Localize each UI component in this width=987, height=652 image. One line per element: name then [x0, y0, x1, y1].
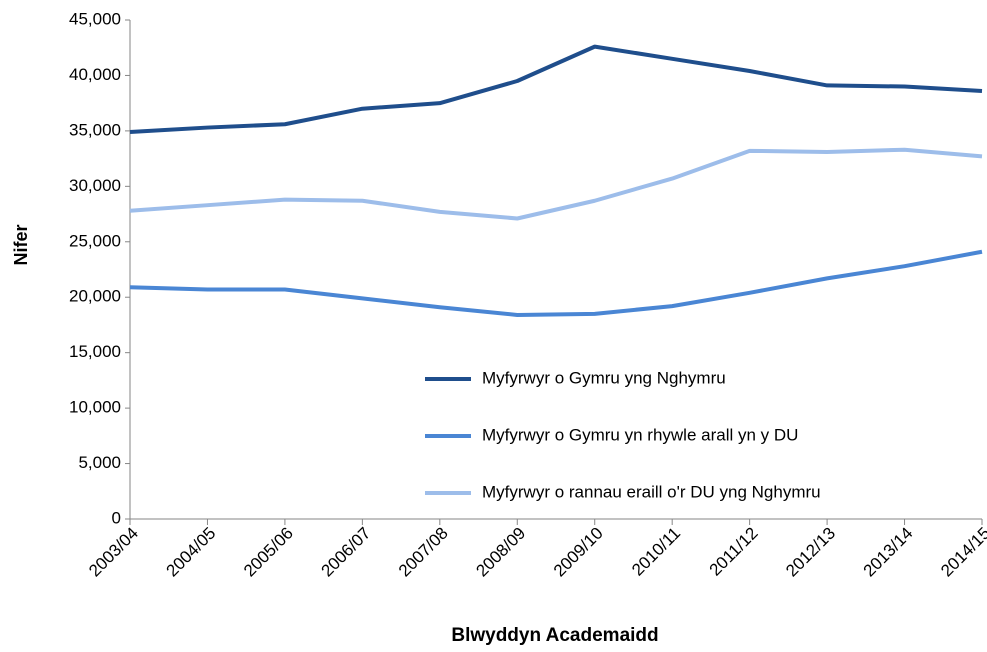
x-tick-label: 2009/10 — [550, 524, 607, 581]
x-tick-label: 2006/07 — [317, 524, 374, 581]
y-tick-label: 45,000 — [69, 9, 121, 28]
legend-label: Myfyrwyr o Gymru yn rhywle arall yn y DU — [482, 425, 798, 444]
x-tick-label: 2010/11 — [628, 524, 684, 580]
y-tick-label: 20,000 — [69, 287, 121, 306]
y-axis-label: Nifer — [11, 224, 31, 265]
x-tick-label: 2013/14 — [860, 524, 917, 581]
y-tick-label: 25,000 — [69, 231, 121, 250]
x-tick-label: 2007/08 — [395, 524, 452, 581]
x-tick-label: 2004/05 — [163, 524, 220, 581]
x-axis-label: Blwyddyn Academaidd — [451, 625, 658, 646]
line-series — [129, 249, 983, 317]
y-tick-label: 40,000 — [69, 65, 121, 84]
x-tick-label: 2014/15 — [937, 524, 987, 581]
legend-label: Myfyrwyr o Gymru yng Nghymru — [482, 368, 726, 387]
x-tick-label: 2012/13 — [782, 524, 839, 581]
x-tick-label: 2008/09 — [472, 524, 529, 581]
x-tick-label: 2005/06 — [240, 524, 297, 581]
y-tick-label: 30,000 — [69, 176, 121, 195]
y-tick-label: 35,000 — [69, 120, 121, 139]
line-series — [129, 147, 983, 221]
x-tick-label: 2011/12 — [706, 524, 762, 580]
y-tick-label: 0 — [112, 508, 121, 527]
x-tick-label: 2003/04 — [85, 524, 142, 581]
line-series — [129, 44, 983, 134]
y-tick-label: 15,000 — [69, 342, 121, 361]
legend-label: Myfyrwyr o rannau eraill o'r DU yng Nghy… — [482, 482, 821, 501]
y-tick-label: 5,000 — [78, 453, 121, 472]
y-tick-label: 10,000 — [69, 398, 121, 417]
